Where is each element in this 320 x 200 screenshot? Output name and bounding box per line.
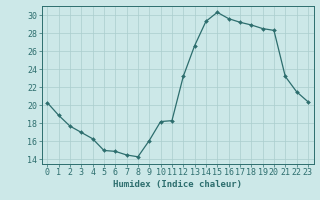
X-axis label: Humidex (Indice chaleur): Humidex (Indice chaleur) [113, 180, 242, 189]
